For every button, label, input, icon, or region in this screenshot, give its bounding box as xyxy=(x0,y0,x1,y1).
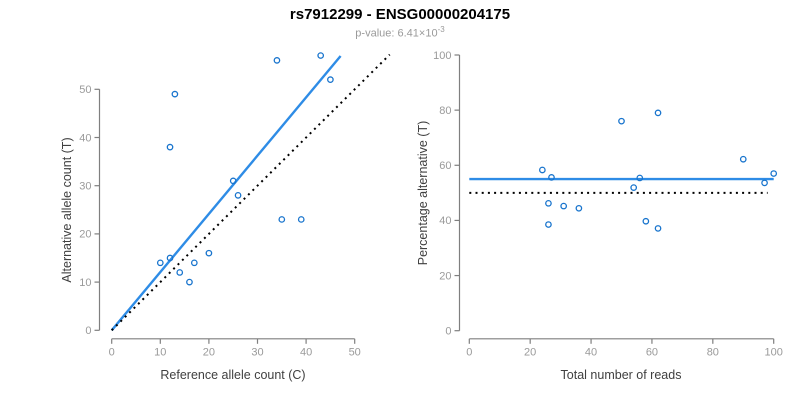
data-point xyxy=(654,109,662,117)
y-tick-label: 50 xyxy=(79,84,91,96)
regression-line xyxy=(110,55,342,332)
y-tick-label: 40 xyxy=(439,215,451,227)
data-point xyxy=(190,259,198,267)
data-point xyxy=(171,90,179,98)
y-tick-label: 20 xyxy=(439,270,451,282)
x-tick-label: 60 xyxy=(646,346,658,358)
data-point xyxy=(539,166,546,174)
data-point xyxy=(205,249,213,257)
x-tick-label: 0 xyxy=(109,346,115,358)
data-point xyxy=(166,143,174,151)
x-tick-label: 80 xyxy=(707,346,719,358)
data-point xyxy=(317,52,325,59)
data-point xyxy=(636,174,644,182)
pvalue-exponent: -3 xyxy=(437,25,445,34)
data-point xyxy=(770,170,778,177)
y-tick-label: 100 xyxy=(433,50,451,62)
data-point xyxy=(548,174,555,181)
data-point xyxy=(739,155,747,163)
y-tick-label: 80 xyxy=(439,105,451,117)
data-point xyxy=(278,216,286,223)
pvalue-text: p-value: 6.41×10 xyxy=(355,27,438,40)
data-point xyxy=(156,259,164,267)
y-tick-label: 40 xyxy=(79,132,91,144)
y-axis-title: Percentage alternative (T) xyxy=(416,121,430,266)
y-tick-label: 10 xyxy=(79,277,91,289)
data-point xyxy=(630,184,638,191)
data-point xyxy=(229,177,237,185)
data-point xyxy=(176,269,184,276)
y-tick-label: 0 xyxy=(445,326,451,338)
data-point xyxy=(297,216,305,223)
data-point xyxy=(327,76,334,84)
x-tick-label: 0 xyxy=(466,346,472,358)
y-tick-label: 60 xyxy=(439,160,451,172)
y-tick-label: 20 xyxy=(79,229,91,241)
y-tick-label: 0 xyxy=(85,325,91,337)
x-tick-label: 100 xyxy=(765,346,783,358)
data-point xyxy=(273,57,281,64)
data-point xyxy=(761,179,768,187)
x-tick-label: 20 xyxy=(203,346,215,358)
x-axis-title: Reference allele count (C) xyxy=(160,368,305,382)
data-point xyxy=(166,254,174,262)
plot-title: rs7912299 - ENSG00000204175 xyxy=(289,6,511,23)
data-point xyxy=(234,191,242,199)
identity-line xyxy=(110,53,391,332)
x-tick-label: 40 xyxy=(300,346,312,358)
data-point xyxy=(545,199,552,207)
x-axis-title: Total number of reads xyxy=(561,368,682,382)
data-point xyxy=(575,204,583,212)
x-tick-label: 50 xyxy=(349,346,361,358)
x-tick-label: 10 xyxy=(154,346,166,358)
y-tick-label: 30 xyxy=(79,181,91,193)
data-point xyxy=(560,202,568,210)
data-point xyxy=(186,278,193,286)
data-point xyxy=(642,217,650,225)
data-point xyxy=(618,117,625,125)
plot-subtitle: p-value: 6.41×10-3 xyxy=(0,25,800,40)
y-axis-title: Alternative allele count (T) xyxy=(60,137,74,282)
x-tick-label: 40 xyxy=(585,346,597,358)
x-tick-label: 30 xyxy=(251,346,263,358)
x-tick-label: 20 xyxy=(524,346,536,358)
data-point xyxy=(654,225,662,232)
data-point xyxy=(545,221,552,228)
